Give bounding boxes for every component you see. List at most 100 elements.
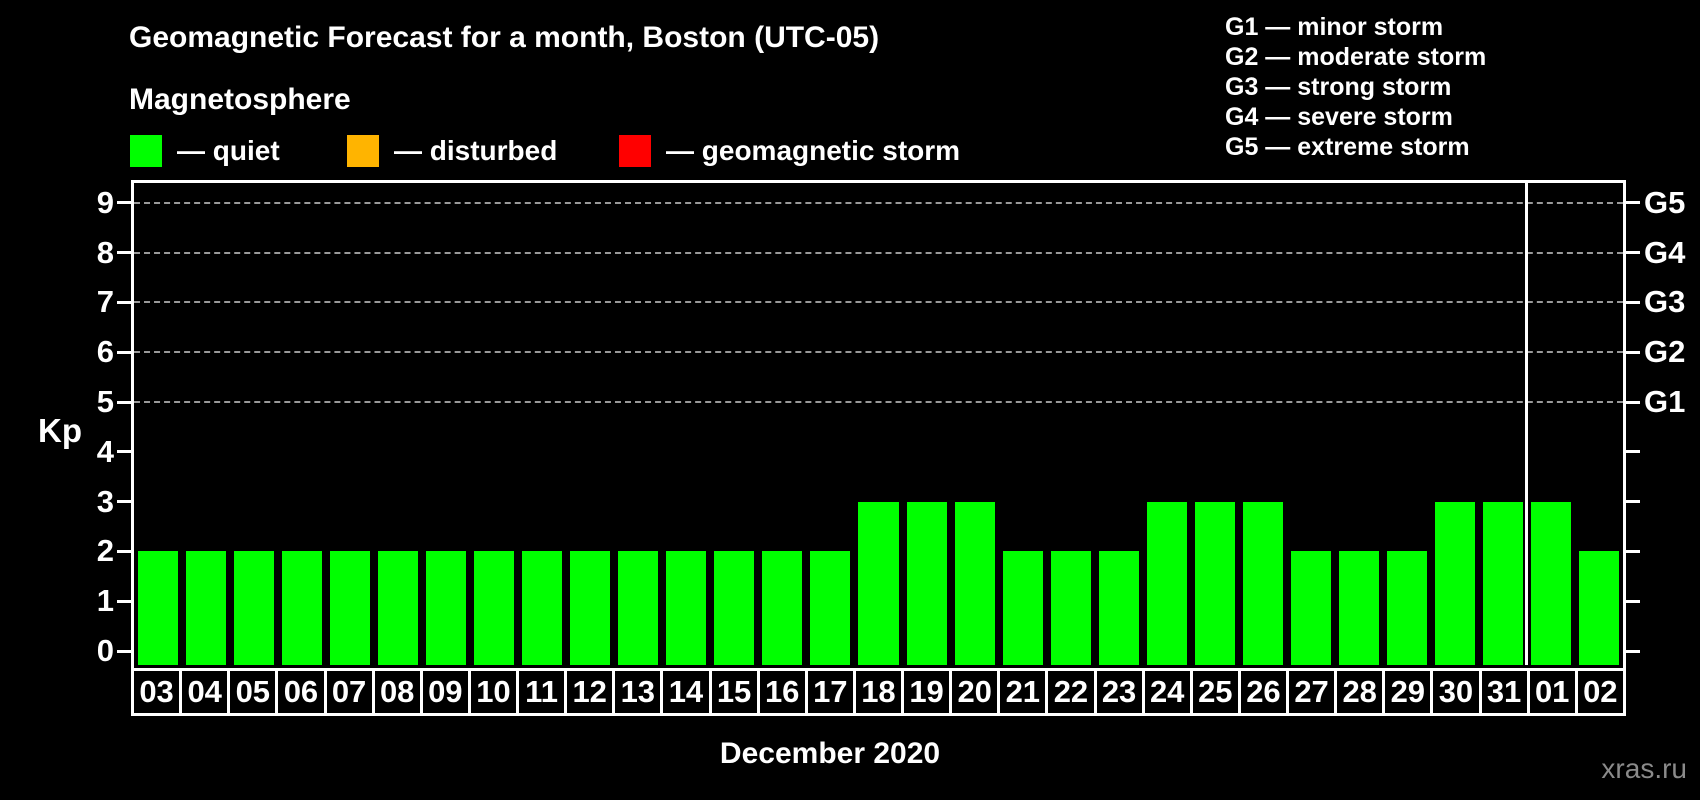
y-tick-label-1: 1	[96, 583, 114, 619]
kp-bar-day-29	[1386, 551, 1427, 665]
gridline-kp6	[134, 351, 1623, 354]
day-label-cell: 19	[904, 671, 953, 713]
y-tick-label-5: 5	[96, 384, 114, 419]
day-label-cell: 17	[808, 671, 856, 713]
kp-bar-day-10	[474, 551, 515, 665]
day-label-cell: 06	[278, 671, 327, 713]
kp-bar-day-13	[618, 551, 659, 665]
day-label-cell: 09	[423, 671, 471, 713]
legend-item-label: — disturbed	[394, 135, 558, 166]
y-tick-right-0	[1626, 649, 1640, 653]
y-tick-right-7	[1626, 300, 1640, 304]
storm-scale-line-g5: G5 — extreme storm	[1225, 133, 1470, 161]
g-scale-label-g5: G5	[1644, 184, 1686, 220]
kp-bar-day-04	[186, 551, 227, 665]
y-tick-label-6: 6	[96, 334, 114, 370]
kp-bar-day-02	[1578, 551, 1619, 665]
y-tick-left-3	[117, 500, 131, 504]
day-label-cell: 23	[1097, 671, 1145, 713]
day-label-cell: 18	[856, 671, 904, 713]
day-label-cell: 03	[134, 671, 183, 713]
legend-item-label: — geomagnetic storm	[666, 135, 961, 166]
day-label-cell: 07	[327, 671, 375, 713]
y-tick-label-4: 4	[96, 433, 114, 469]
day-label-cell: 24	[1145, 671, 1193, 713]
y-tick-left-5	[117, 400, 131, 404]
kp-bar-day-27	[1290, 551, 1331, 665]
y-tick-left-8	[117, 251, 131, 255]
y-tick-right-5	[1626, 400, 1640, 404]
kp-bar-day-25	[1194, 501, 1235, 665]
quiet-color-swatch	[130, 134, 162, 167]
kp-bar-day-26	[1242, 501, 1283, 665]
y-tick-left-6	[117, 350, 131, 354]
y-axis-title: Kp	[38, 412, 82, 449]
g-scale-label-g1: G1	[1644, 384, 1686, 419]
storm-scale-line-g4: G4 — severe storm	[1225, 103, 1453, 131]
day-label-cell: 16	[760, 671, 808, 713]
gridline-kp8	[134, 251, 1623, 254]
day-label-cell: 10	[471, 671, 519, 713]
y-tick-right-9	[1626, 201, 1640, 205]
kp-bar-day-05	[234, 551, 275, 665]
kp-bar-day-30	[1434, 501, 1475, 665]
kp-bar-day-23	[1098, 551, 1139, 665]
legend-item-geomagnetic-storm: — geomagnetic storm	[619, 134, 960, 167]
kp-bar-day-31	[1482, 501, 1523, 665]
plot-inner	[134, 183, 1623, 665]
day-axis: 03 04 05 06 07 08 09 10 11 12 13 14 15 16 17 18 19 20 21 22…	[131, 668, 1626, 716]
watermark: xras.ru	[1601, 753, 1687, 784]
y-tick-left-9	[117, 201, 131, 205]
y-tick-left-4	[117, 450, 131, 454]
y-tick-left-0	[117, 649, 131, 653]
kp-bar-day-16	[762, 551, 803, 665]
kp-bar-day-09	[426, 551, 467, 665]
day-label-cell: 26	[1241, 671, 1289, 713]
day-label-cell: 20	[952, 671, 1001, 713]
day-label-cell: 22	[1048, 671, 1097, 713]
kp-bar-day-17	[810, 551, 851, 665]
gridline-kp5	[134, 401, 1623, 403]
day-label-cell: 13	[615, 671, 664, 713]
storm-scale-line-g2: G2 — moderate storm	[1225, 43, 1487, 71]
plot-area	[131, 180, 1626, 668]
gridline-kp9	[134, 201, 1623, 204]
storm-scale-line-g3: G3 — strong storm	[1225, 73, 1452, 101]
day-label-cell: 12	[567, 671, 616, 713]
g-scale-label-g3: G3	[1644, 284, 1686, 320]
g-scale-label-g2: G2	[1644, 334, 1686, 370]
y-tick-label-2: 2	[96, 533, 114, 569]
y-tick-label-0: 0	[96, 633, 114, 668]
y-tick-label-3: 3	[96, 483, 114, 519]
legend-item-quiet: — quiet	[130, 134, 280, 167]
day-label-cell: 30	[1433, 671, 1482, 713]
day-label-cell: 08	[375, 671, 423, 713]
day-label-cell: 28	[1337, 671, 1386, 713]
kp-bar-day-28	[1338, 551, 1379, 665]
day-label-cell: 01	[1530, 671, 1578, 713]
day-label-cell: 04	[182, 671, 231, 713]
y-tick-label-8: 8	[96, 234, 114, 270]
y-tick-label-7: 7	[96, 284, 114, 320]
legend-item-disturbed: — disturbed	[347, 134, 557, 167]
y-tick-left-1	[117, 599, 131, 603]
storm-scale-legend: G1 — minor storm G2 — moderate storm G3 …	[1225, 12, 1486, 162]
y-tick-right-2	[1626, 549, 1640, 553]
y-tick-right-3	[1626, 500, 1640, 504]
day-label-cell: 29	[1385, 671, 1434, 713]
kp-bar-day-08	[378, 551, 419, 665]
legend-item-label: — quiet	[177, 135, 280, 166]
kp-bar-day-22	[1050, 551, 1091, 665]
y-tick-right-8	[1626, 251, 1640, 255]
storm-scale-line-g1: G1 — minor storm	[1225, 13, 1444, 41]
kp-bar-day-06	[282, 551, 323, 665]
kp-bar-day-19	[906, 501, 947, 665]
disturbed-color-swatch	[347, 134, 379, 167]
kp-bar-day-07	[330, 551, 371, 665]
y-tick-label-9: 9	[96, 184, 114, 220]
day-label-cell: 11	[519, 671, 568, 713]
kp-bar-day-24	[1146, 501, 1187, 665]
kp-bar-day-18	[858, 501, 899, 665]
y-tick-left-7	[117, 300, 131, 304]
month-label: December 2020	[719, 737, 941, 770]
